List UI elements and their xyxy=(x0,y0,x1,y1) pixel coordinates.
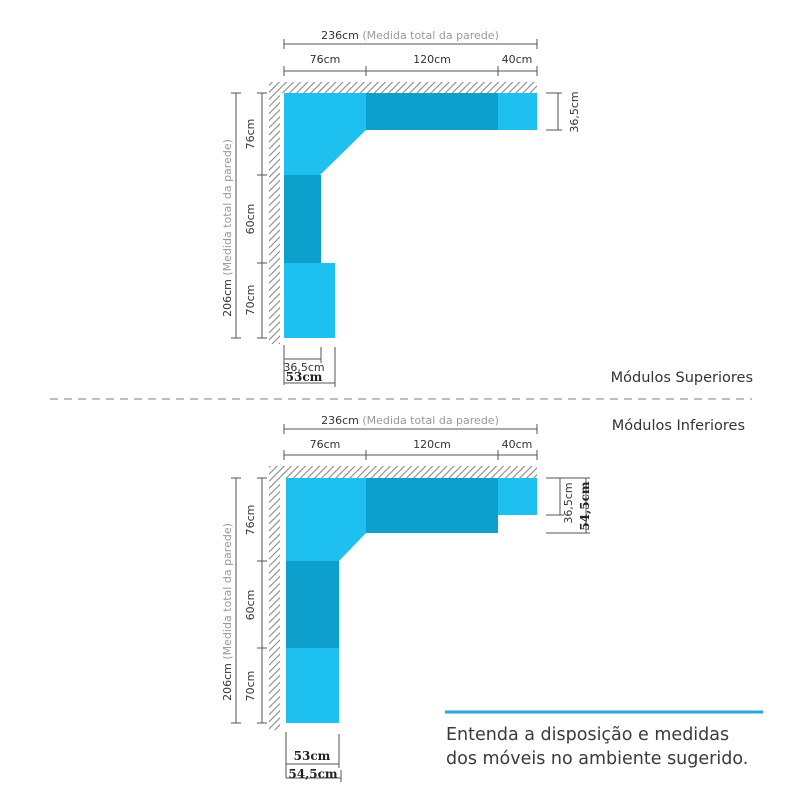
caption-line-2: dos móveis no ambiente sugerido. xyxy=(446,749,748,769)
lower-total-height-label: 206cm (Medida total da parede) xyxy=(221,523,234,701)
upper-left-middle-module xyxy=(284,175,321,263)
upper-modules-diagram: 236cm (Medida total da parede) 76cm 120c… xyxy=(221,29,581,387)
upper-seg-top-label: 76cm xyxy=(244,119,257,150)
lower-right-depth-small-label: 36,5cm xyxy=(562,482,575,523)
upper-bottom-depth-large-label: 53cm xyxy=(286,370,323,384)
lower-seg-right-label: 40cm xyxy=(502,438,533,451)
lower-seg-left-label: 76cm xyxy=(310,438,341,451)
upper-seg-bottom-label: 70cm xyxy=(244,285,257,316)
upper-seg-center-label: 60cm xyxy=(244,204,257,235)
upper-top-wall xyxy=(269,82,537,93)
lower-bottom-depth-large-label: 54,5cm xyxy=(288,767,338,781)
lower-bottom-depth-small-label: 53cm xyxy=(294,749,331,763)
upper-corner-module xyxy=(284,93,366,175)
lower-left-wall xyxy=(269,466,280,730)
lower-seg-top-label: 76cm xyxy=(244,505,257,536)
lower-left-bottom-module xyxy=(286,648,339,723)
lower-top-wall xyxy=(269,466,537,478)
lower-seg-mid-label: 120cm xyxy=(413,438,451,451)
upper-left-bottom-module xyxy=(284,263,335,338)
upper-bottom-depth-small-label: 36,5cm xyxy=(283,361,324,374)
caption-line-1: Entenda a disposição e medidas xyxy=(446,725,729,745)
lower-corner-module xyxy=(286,478,366,561)
upper-left-wall xyxy=(269,82,280,344)
lower-total-width-label: 236cm (Medida total da parede) xyxy=(321,414,499,427)
lower-modules-diagram: 236cm (Medida total da parede) 76cm 120c… xyxy=(221,414,592,782)
lower-right-module xyxy=(498,478,537,515)
upper-right-module xyxy=(498,93,537,130)
lower-right-depth-large-label: 54,5cm xyxy=(578,481,592,531)
upper-seg-right-label: 40cm xyxy=(502,53,533,66)
upper-right-depth-label: 36,5cm xyxy=(568,91,581,132)
lower-middle-module xyxy=(366,478,498,533)
upper-seg-mid-label: 120cm xyxy=(413,53,451,66)
lower-seg-bottom-label: 70cm xyxy=(244,671,257,702)
lower-left-middle-module xyxy=(286,561,339,648)
upper-total-width-label: 236cm (Medida total da parede) xyxy=(321,29,499,42)
lower-seg-center-label: 60cm xyxy=(244,590,257,621)
upper-seg-left-label: 76cm xyxy=(310,53,341,66)
upper-total-height-label: 206cm (Medida total da parede) xyxy=(221,139,234,317)
lower-section-label: Módulos Inferiores xyxy=(612,418,745,434)
upper-section-label: Módulos Superiores xyxy=(611,370,753,386)
upper-middle-module xyxy=(366,93,498,130)
